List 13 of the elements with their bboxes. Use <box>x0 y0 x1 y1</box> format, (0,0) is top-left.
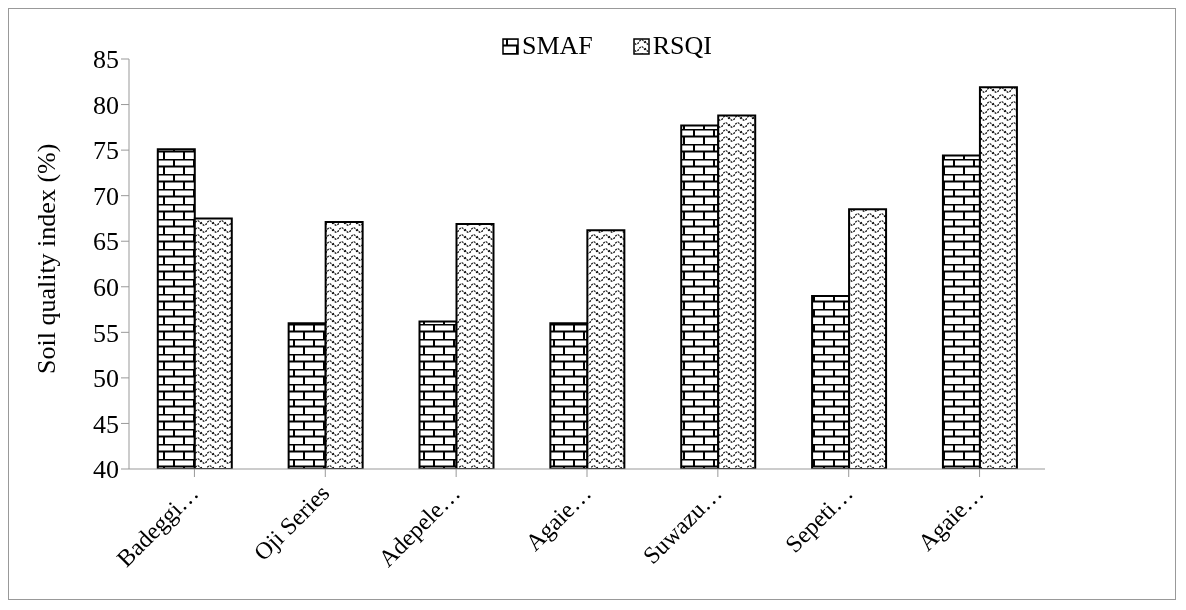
y-axis-title: Soil quality index (%) <box>32 143 62 374</box>
y-tick-label: 70 <box>93 181 119 211</box>
y-tick-label: 55 <box>93 318 119 348</box>
legend-label: SMAF <box>520 31 593 61</box>
y-tick-label: 85 <box>93 45 119 75</box>
y-tick-label: 65 <box>93 227 119 257</box>
y-tick-label: 40 <box>93 455 119 485</box>
y-tick-label: 45 <box>93 409 119 439</box>
y-tick-label: 50 <box>93 364 119 394</box>
y-tick-label: 80 <box>93 90 119 120</box>
y-tick-label: 75 <box>93 136 119 166</box>
y-tick-label: 60 <box>93 273 119 303</box>
legend-label: RSQI <box>651 31 713 61</box>
